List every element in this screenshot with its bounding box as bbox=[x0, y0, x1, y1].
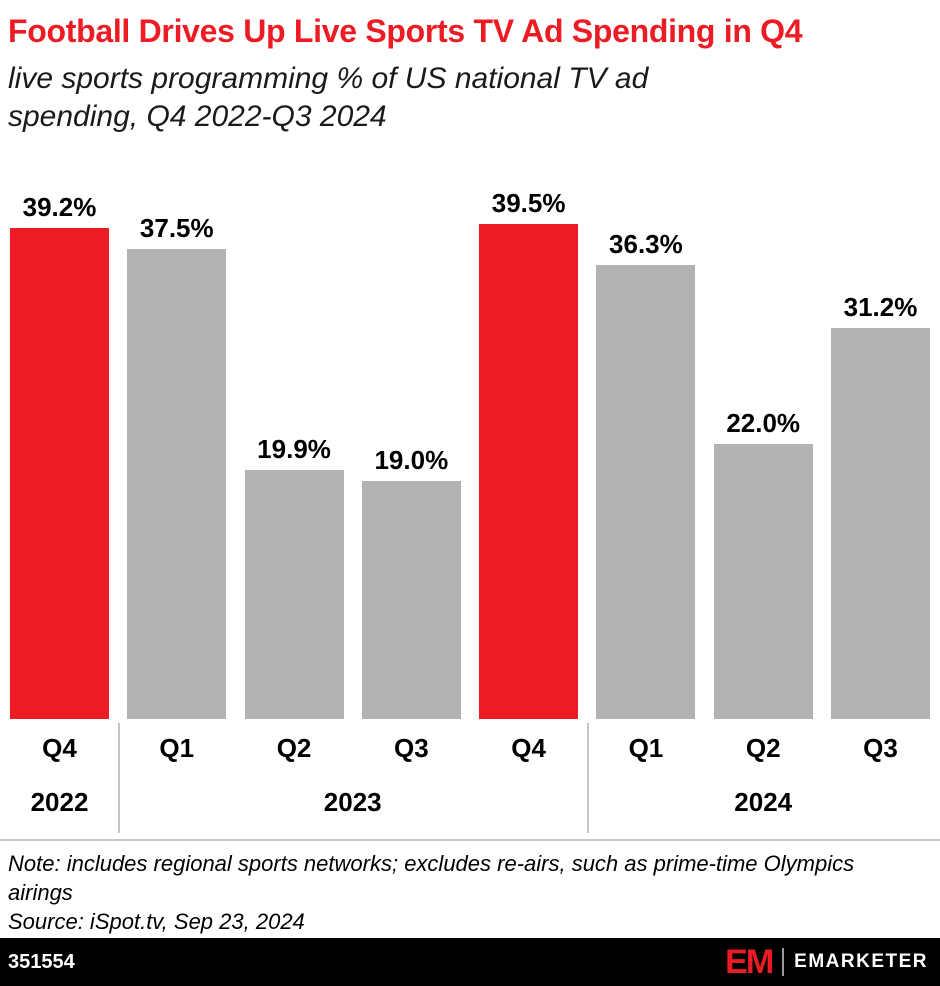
bar-q2-2: 19.9% bbox=[244, 434, 344, 720]
x-axis-label-q1-1: Q1 bbox=[159, 733, 195, 764]
chart-area: 39.2% 37.5% 19.9% 19.0% 39.5% 36.3% 22.0% 31.2%… bbox=[0, 136, 940, 839]
bar-value-label: 36.3% bbox=[609, 228, 683, 259]
x-axis-label-q1-5: Q1 bbox=[628, 733, 664, 764]
year-group-separator bbox=[118, 723, 121, 834]
emarketer-logo: EM EMARKETER bbox=[725, 945, 928, 979]
x-axis-label-q3-7: Q3 bbox=[863, 733, 898, 764]
x-axis-label-q4-4: Q4 bbox=[511, 733, 546, 764]
year-label-2024: 2024 bbox=[734, 787, 793, 818]
bar-value-label: 39.5% bbox=[491, 188, 566, 219]
bar-value-label: 31.2% bbox=[843, 292, 918, 323]
chart-subtitle: live sports programming % of US national… bbox=[8, 62, 649, 134]
divider-line bbox=[0, 839, 940, 842]
x-axis-label-q4-0: Q4 bbox=[42, 733, 77, 764]
logo-divider bbox=[782, 948, 785, 976]
em-logo-monogram: EM bbox=[725, 943, 774, 981]
note-text: Note: includes regional sports networks;… bbox=[8, 851, 855, 906]
source-text: Source: iSpot.tv, Sep 23, 2024 bbox=[8, 909, 305, 935]
emarketer-wordmark: EMARKETER bbox=[794, 951, 928, 972]
chart-title: Football Drives Up Live Sports TV Ad Spe… bbox=[8, 13, 803, 49]
x-axis-label-q3-3: Q3 bbox=[393, 733, 429, 764]
year-group-separator bbox=[587, 723, 590, 834]
note-area: Note: includes regional sports networks;… bbox=[0, 841, 940, 938]
year-label-2023: 2023 bbox=[323, 787, 382, 818]
bar-q4-0: 39.2% bbox=[10, 192, 109, 720]
bar-value-label: 22.0% bbox=[726, 407, 801, 438]
bar-q2-6: 22.0% bbox=[713, 408, 813, 720]
bar-q1-1: 37.5% bbox=[127, 213, 227, 720]
bar-value-label: 39.2% bbox=[22, 192, 97, 223]
chart-id: 351554 bbox=[8, 950, 75, 973]
x-axis-label-q2-2: Q2 bbox=[276, 733, 312, 764]
bar-q3-7: 31.2% bbox=[831, 292, 930, 720]
bar-value-label: 19.9% bbox=[257, 434, 331, 465]
chart-header: Football Drives Up Live Sports TV Ad Spe… bbox=[0, 0, 940, 136]
year-label-2022: 2022 bbox=[30, 787, 89, 818]
plot-area: 39.2% 37.5% 19.9% 19.0% 39.5% 36.3% 22.0% 31.2% bbox=[10, 188, 930, 720]
bar-q3-3: 19.0% bbox=[361, 445, 461, 720]
x-axis: Q4 Q1 Q2 Q3 Q4 Q1 Q2 Q3 2022 2023 2024 bbox=[10, 719, 930, 839]
bar-q1-5: 36.3% bbox=[596, 229, 696, 720]
bar-value-label: 37.5% bbox=[139, 213, 214, 244]
x-axis-label-q2-6: Q2 bbox=[745, 733, 781, 764]
bar-value-label: 19.0% bbox=[374, 445, 449, 476]
footer-bar: 351554 EM EMARKETER bbox=[0, 938, 940, 986]
bar-q4-4: 39.5% bbox=[479, 188, 579, 720]
